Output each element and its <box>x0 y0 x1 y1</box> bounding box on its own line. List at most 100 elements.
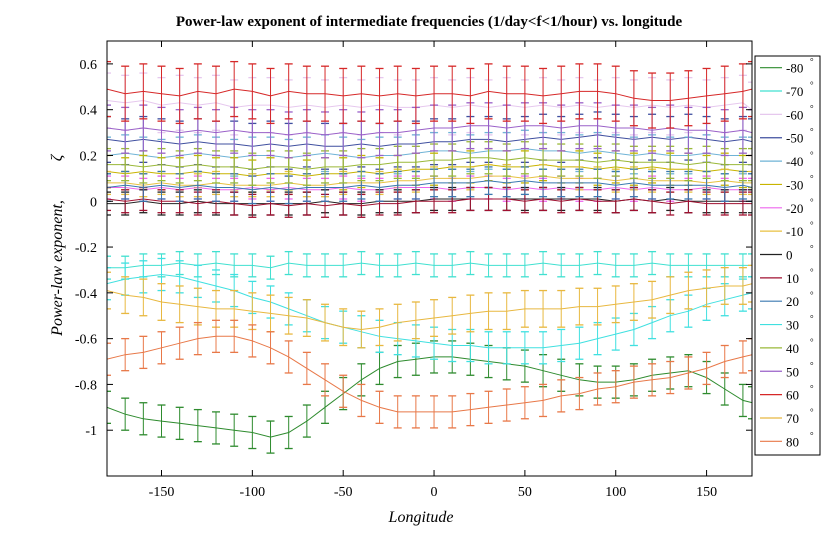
series-40 <box>107 141 752 186</box>
series-line <box>107 180 752 191</box>
legend-degree: ° <box>810 80 814 90</box>
legend: -80 °-70 °-60 °-50 °-40 °-30 °-20 °-10 °0 °10 °20 °… <box>754 55 821 456</box>
legend-label: -10 <box>786 224 803 239</box>
legend-degree: ° <box>810 197 814 207</box>
series-line <box>107 88 752 101</box>
legend-label: -40 <box>786 154 803 169</box>
legend-label: 70 <box>786 411 799 426</box>
legend-degree: ° <box>810 127 814 137</box>
legend-label: 80 <box>786 434 799 449</box>
legend-degree: ° <box>810 290 814 300</box>
chart-title: Power-law exponent of intermediate frequ… <box>176 14 683 30</box>
x-tick-label: -50 <box>334 485 353 500</box>
x-axis: -150 -100 -50 0 50 100 150 <box>149 41 717 500</box>
x-tick-label: 100 <box>605 485 626 500</box>
series-line <box>107 125 752 136</box>
legend-item: 40 ° <box>760 337 814 356</box>
series-50 <box>107 102 752 159</box>
y-tick-label: -0.2 <box>75 241 97 256</box>
series-70 <box>107 264 752 349</box>
y-tick-label: 0.6 <box>80 58 98 73</box>
legend-degree: ° <box>810 220 814 230</box>
x-axis-label: Longitude <box>388 509 454 526</box>
legend-box <box>754 55 821 456</box>
legend-degree: ° <box>810 150 814 160</box>
legend-degree: ° <box>810 384 814 394</box>
legend-label: -60 <box>786 107 803 122</box>
series-line <box>107 273 752 349</box>
legend-label: 60 <box>786 388 799 403</box>
series-line <box>107 164 752 177</box>
series-80 <box>107 319 752 429</box>
series-60 <box>107 60 752 129</box>
legend-item: -60 ° <box>760 103 814 122</box>
y-tick-label: -1 <box>85 424 97 439</box>
x-tick-label: 150 <box>696 485 717 500</box>
legend-label: 0 <box>786 248 793 263</box>
legend-degree: ° <box>810 173 814 183</box>
series--20 <box>107 175 752 202</box>
series-line <box>107 356 752 438</box>
series-line <box>107 335 752 413</box>
legend-label: -50 <box>786 131 803 146</box>
legend-item: -30 ° <box>760 173 814 192</box>
legend-label: -30 <box>786 177 803 192</box>
series--60 <box>107 72 752 138</box>
legend-item: -80 ° <box>760 57 814 76</box>
legend-item: 30 ° <box>760 314 814 333</box>
legend-item: 60 ° <box>760 384 814 403</box>
x-tick-label: 50 <box>518 485 532 500</box>
x-tick-label: -150 <box>149 485 175 500</box>
legend-item: -10 ° <box>760 220 814 239</box>
legend-label: 40 <box>786 341 799 356</box>
y-tick-label: 0.2 <box>80 149 98 164</box>
x-tick-label: -100 <box>240 485 266 500</box>
y-tick-label: 0.4 <box>80 104 98 119</box>
legend-label: 30 <box>786 318 799 333</box>
series-30 <box>107 257 752 365</box>
legend-label: -20 <box>786 201 803 216</box>
y-axis: -1 -0.8 -0.6 -0.4 -0.2 0 0.2 0.4 0.6 <box>75 58 752 439</box>
legend-degree: ° <box>810 407 814 417</box>
series-line <box>107 134 752 147</box>
x-tick-label: 0 <box>431 485 438 500</box>
y-tick-label: -0.4 <box>75 287 97 302</box>
series-line <box>107 262 752 269</box>
legend-degree: ° <box>810 267 814 277</box>
legend-label: -80 <box>786 61 803 76</box>
legend-label: -70 <box>786 84 803 99</box>
series--80 <box>107 340 752 454</box>
legend-item: 70 ° <box>760 407 814 426</box>
series-line <box>107 157 752 170</box>
plot-area <box>107 60 752 454</box>
legend-item: -70 ° <box>760 80 814 99</box>
legend-degree: ° <box>810 430 814 440</box>
legend-item: 10 ° <box>760 267 814 286</box>
y-axis-label-group: Power-law exponent, ζ <box>49 153 66 337</box>
legend-label: 20 <box>786 294 799 309</box>
legend-label: 50 <box>786 364 799 379</box>
y-axis-label: Power-law exponent, <box>49 200 66 337</box>
legend-item: -20 ° <box>760 197 814 216</box>
y-tick-label: 0 <box>90 195 97 210</box>
plot-frame <box>106 40 753 477</box>
legend-degree: ° <box>810 57 814 67</box>
legend-degree: ° <box>810 360 814 370</box>
legend-degree: ° <box>810 314 814 324</box>
series-line <box>107 99 752 111</box>
legend-label: 10 <box>786 271 799 286</box>
legend-item: -40 ° <box>760 150 814 169</box>
legend-item: 20 ° <box>760 290 814 309</box>
legend-degree: ° <box>810 337 814 347</box>
series-line <box>107 283 752 331</box>
legend-item: 50 ° <box>760 360 814 379</box>
y-tick-label: -0.8 <box>75 378 97 393</box>
y-tick-label: -0.6 <box>75 333 97 348</box>
legend-item: 0 ° <box>760 244 814 263</box>
legend-item: 80 ° <box>760 430 814 449</box>
legend-degree: ° <box>810 244 814 254</box>
y-axis-symbol: ζ <box>49 153 66 161</box>
legend-degree: ° <box>810 103 814 113</box>
series-20 <box>107 166 752 205</box>
